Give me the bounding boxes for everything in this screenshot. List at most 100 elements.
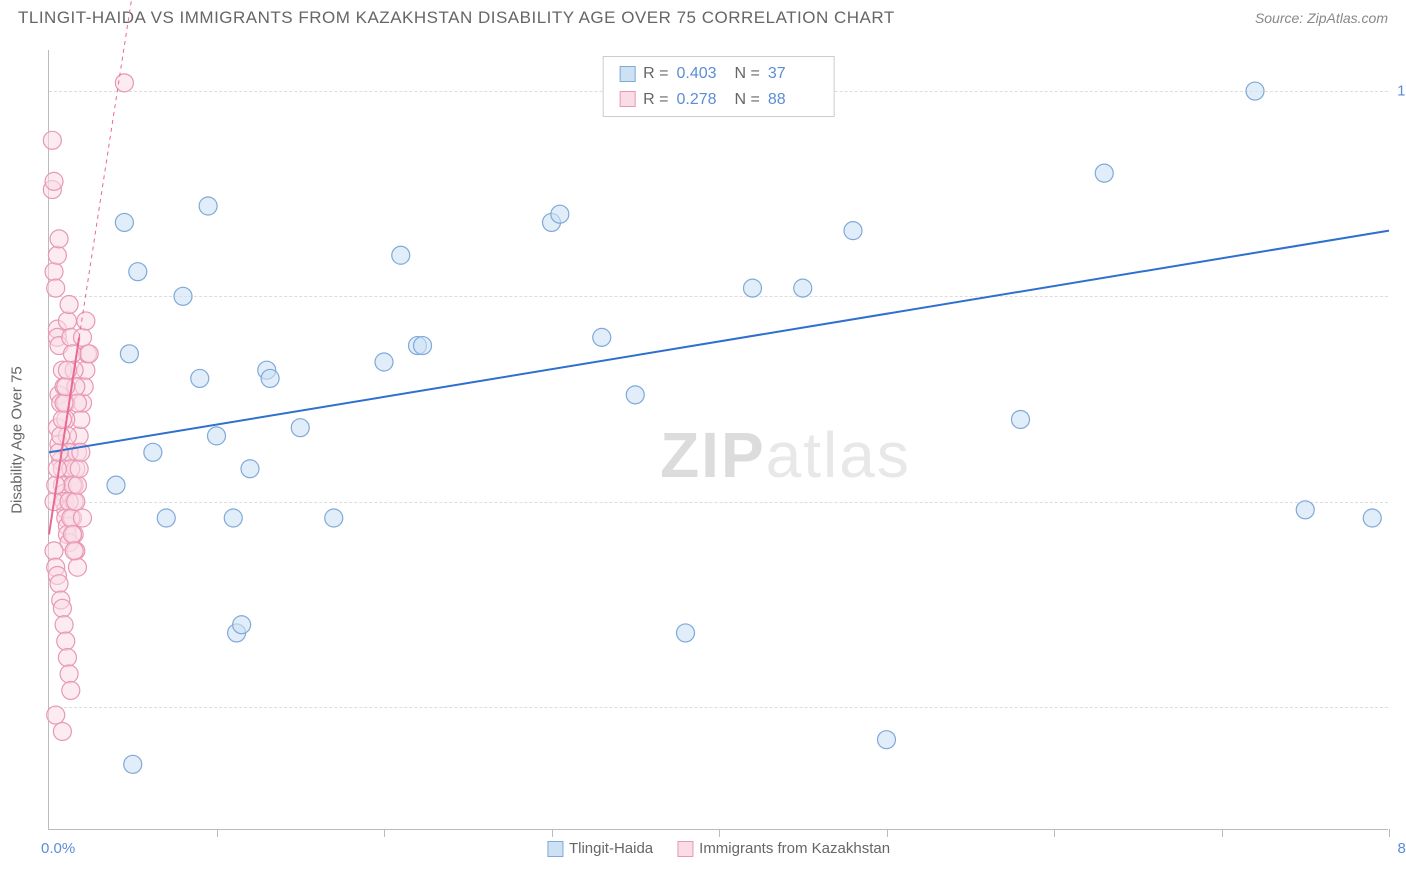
data-point [57,632,75,650]
data-point [593,328,611,346]
x-tick [1054,829,1055,837]
data-point [1246,82,1264,100]
y-tick-label: 50.0% [1393,493,1406,510]
x-tick [217,829,218,837]
correlation-stats-box: R = 0.403 N = 37 R = 0.278 N = 88 [602,56,835,117]
x-tick [384,829,385,837]
data-point [157,509,175,527]
y-tick-label: 75.0% [1393,288,1406,305]
data-point [48,246,66,264]
data-point [47,279,65,297]
x-tick [552,829,553,837]
data-point [551,205,569,223]
stats-swatch-1 [619,66,635,82]
stats-N-value-2: 88 [768,87,818,113]
data-point [74,328,92,346]
data-point [55,616,73,634]
x-tick [887,829,888,837]
data-point [233,616,251,634]
data-point [67,493,85,511]
data-point [1296,501,1314,519]
data-point [77,312,95,330]
data-point [74,509,92,527]
data-point [63,525,81,543]
data-point [80,345,98,363]
data-point [144,443,162,461]
data-point [392,246,410,264]
chart-title: TLINGIT-HAIDA VS IMMIGRANTS FROM KAZAKHS… [18,8,895,28]
data-point [45,263,63,281]
data-point [65,542,83,560]
y-tick-label: 100.0% [1393,83,1406,100]
stats-R-value-1: 0.403 [677,61,727,87]
x-axis-min-label: 0.0% [41,840,75,857]
data-point [107,476,125,494]
data-point [53,599,71,617]
data-point [47,706,65,724]
data-point [878,731,896,749]
data-point [60,296,78,314]
x-tick [1222,829,1223,837]
stats-N-value-1: 37 [768,61,818,87]
data-point [68,558,86,576]
stats-row-2: R = 0.278 N = 88 [619,87,818,113]
data-point [375,353,393,371]
data-point [63,345,81,363]
legend-label-1: Tlingit-Haida [569,840,653,857]
data-point [174,287,192,305]
legend-swatch-1 [547,841,563,857]
data-point [53,410,71,428]
data-point [677,624,695,642]
data-point [325,509,343,527]
data-point [291,419,309,437]
scatter-svg [49,50,1388,829]
data-point [844,222,862,240]
data-point [60,665,78,683]
legend-swatch-2 [677,841,693,857]
x-tick [719,829,720,837]
data-point [261,369,279,387]
stats-row-1: R = 0.403 N = 37 [619,61,818,87]
data-point [68,476,86,494]
data-point [1095,164,1113,182]
x-tick [1389,829,1390,837]
legend-item-1: Tlingit-Haida [547,840,653,857]
data-point [129,263,147,281]
chart-plot-area: Disability Age Over 75 ZIPatlas R = 0.40… [48,50,1388,830]
data-point [58,312,76,330]
data-point [45,172,63,190]
data-point [224,509,242,527]
data-point [50,230,68,248]
legend-item-2: Immigrants from Kazakhstan [677,840,890,857]
data-point [58,649,76,667]
stats-R-label: R = [643,87,668,113]
data-point [414,337,432,355]
stats-R-label: R = [643,61,668,87]
legend-bottom: Tlingit-Haida Immigrants from Kazakhstan [547,840,890,857]
stats-swatch-2 [619,91,635,107]
data-point [199,197,217,215]
stats-N-label: N = [735,61,760,87]
data-point [744,279,762,297]
y-axis-title: Disability Age Over 75 [9,366,26,514]
stats-N-label: N = [735,87,760,113]
data-point [208,427,226,445]
x-axis-max-label: 80.0% [1397,840,1406,857]
data-point [115,213,133,231]
data-point [45,542,63,560]
data-point [191,369,209,387]
data-point [1363,509,1381,527]
source-label: Source: ZipAtlas.com [1255,10,1388,26]
data-point [241,460,259,478]
regression-line-extended [79,0,174,337]
data-point [52,427,70,445]
data-point [626,386,644,404]
data-point [120,345,138,363]
data-point [50,575,68,593]
chart-header: TLINGIT-HAIDA VS IMMIGRANTS FROM KAZAKHS… [0,0,1406,34]
y-tick-label: 25.0% [1393,698,1406,715]
data-point [1012,410,1030,428]
regression-line [49,231,1389,453]
stats-R-value-2: 0.278 [677,87,727,113]
legend-label-2: Immigrants from Kazakhstan [699,840,890,857]
